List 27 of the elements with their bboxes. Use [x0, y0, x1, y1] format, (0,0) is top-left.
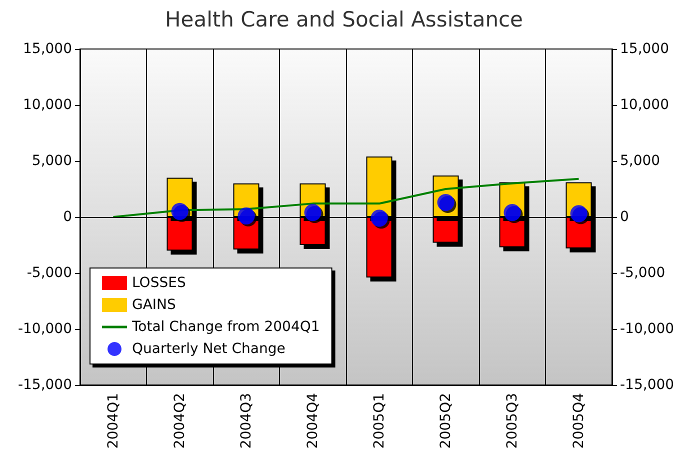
y-tick-label: 0 [63, 209, 72, 225]
y-tick-label: 15,000 [23, 41, 72, 57]
x-tick-label: 2005Q1 [371, 393, 388, 449]
legend-label: LOSSES [132, 275, 186, 291]
legend-label: Quarterly Net Change [132, 341, 286, 357]
y2-tick-label: 15,000 [620, 41, 669, 57]
x-tick-label: 2004Q1 [105, 393, 122, 449]
y2-tick-label: -15,000 [620, 377, 674, 393]
y-tick-label: -5,000 [26, 265, 72, 281]
y-tick-label: 10,000 [23, 97, 72, 113]
x-tick-label: 2004Q2 [172, 393, 188, 449]
x-tick-label: 2005Q4 [570, 392, 587, 449]
y2-tick-label: 10,000 [620, 97, 669, 113]
x-tick-label: 2004Q4 [304, 392, 321, 449]
legend-label: GAINS [132, 297, 176, 313]
x-tick-label: 2005Q3 [504, 393, 520, 449]
y-tick-label: -10,000 [18, 321, 72, 337]
y2-tick-label: -5,000 [620, 265, 666, 281]
y-tick-label: -15,000 [18, 377, 72, 393]
y2-tick-label: -10,000 [620, 321, 674, 337]
legend-label: Total Change from 2004Q1 [131, 319, 320, 335]
chart-title: Health Care and Social Assistance [165, 8, 523, 32]
x-tick-label: 2004Q3 [238, 393, 254, 449]
y2-tick-label: 0 [620, 209, 629, 225]
y-tick-label: 5,000 [32, 153, 72, 169]
y2-tick-label: 5,000 [620, 153, 660, 169]
x-tick-label: 2005Q2 [438, 393, 454, 449]
